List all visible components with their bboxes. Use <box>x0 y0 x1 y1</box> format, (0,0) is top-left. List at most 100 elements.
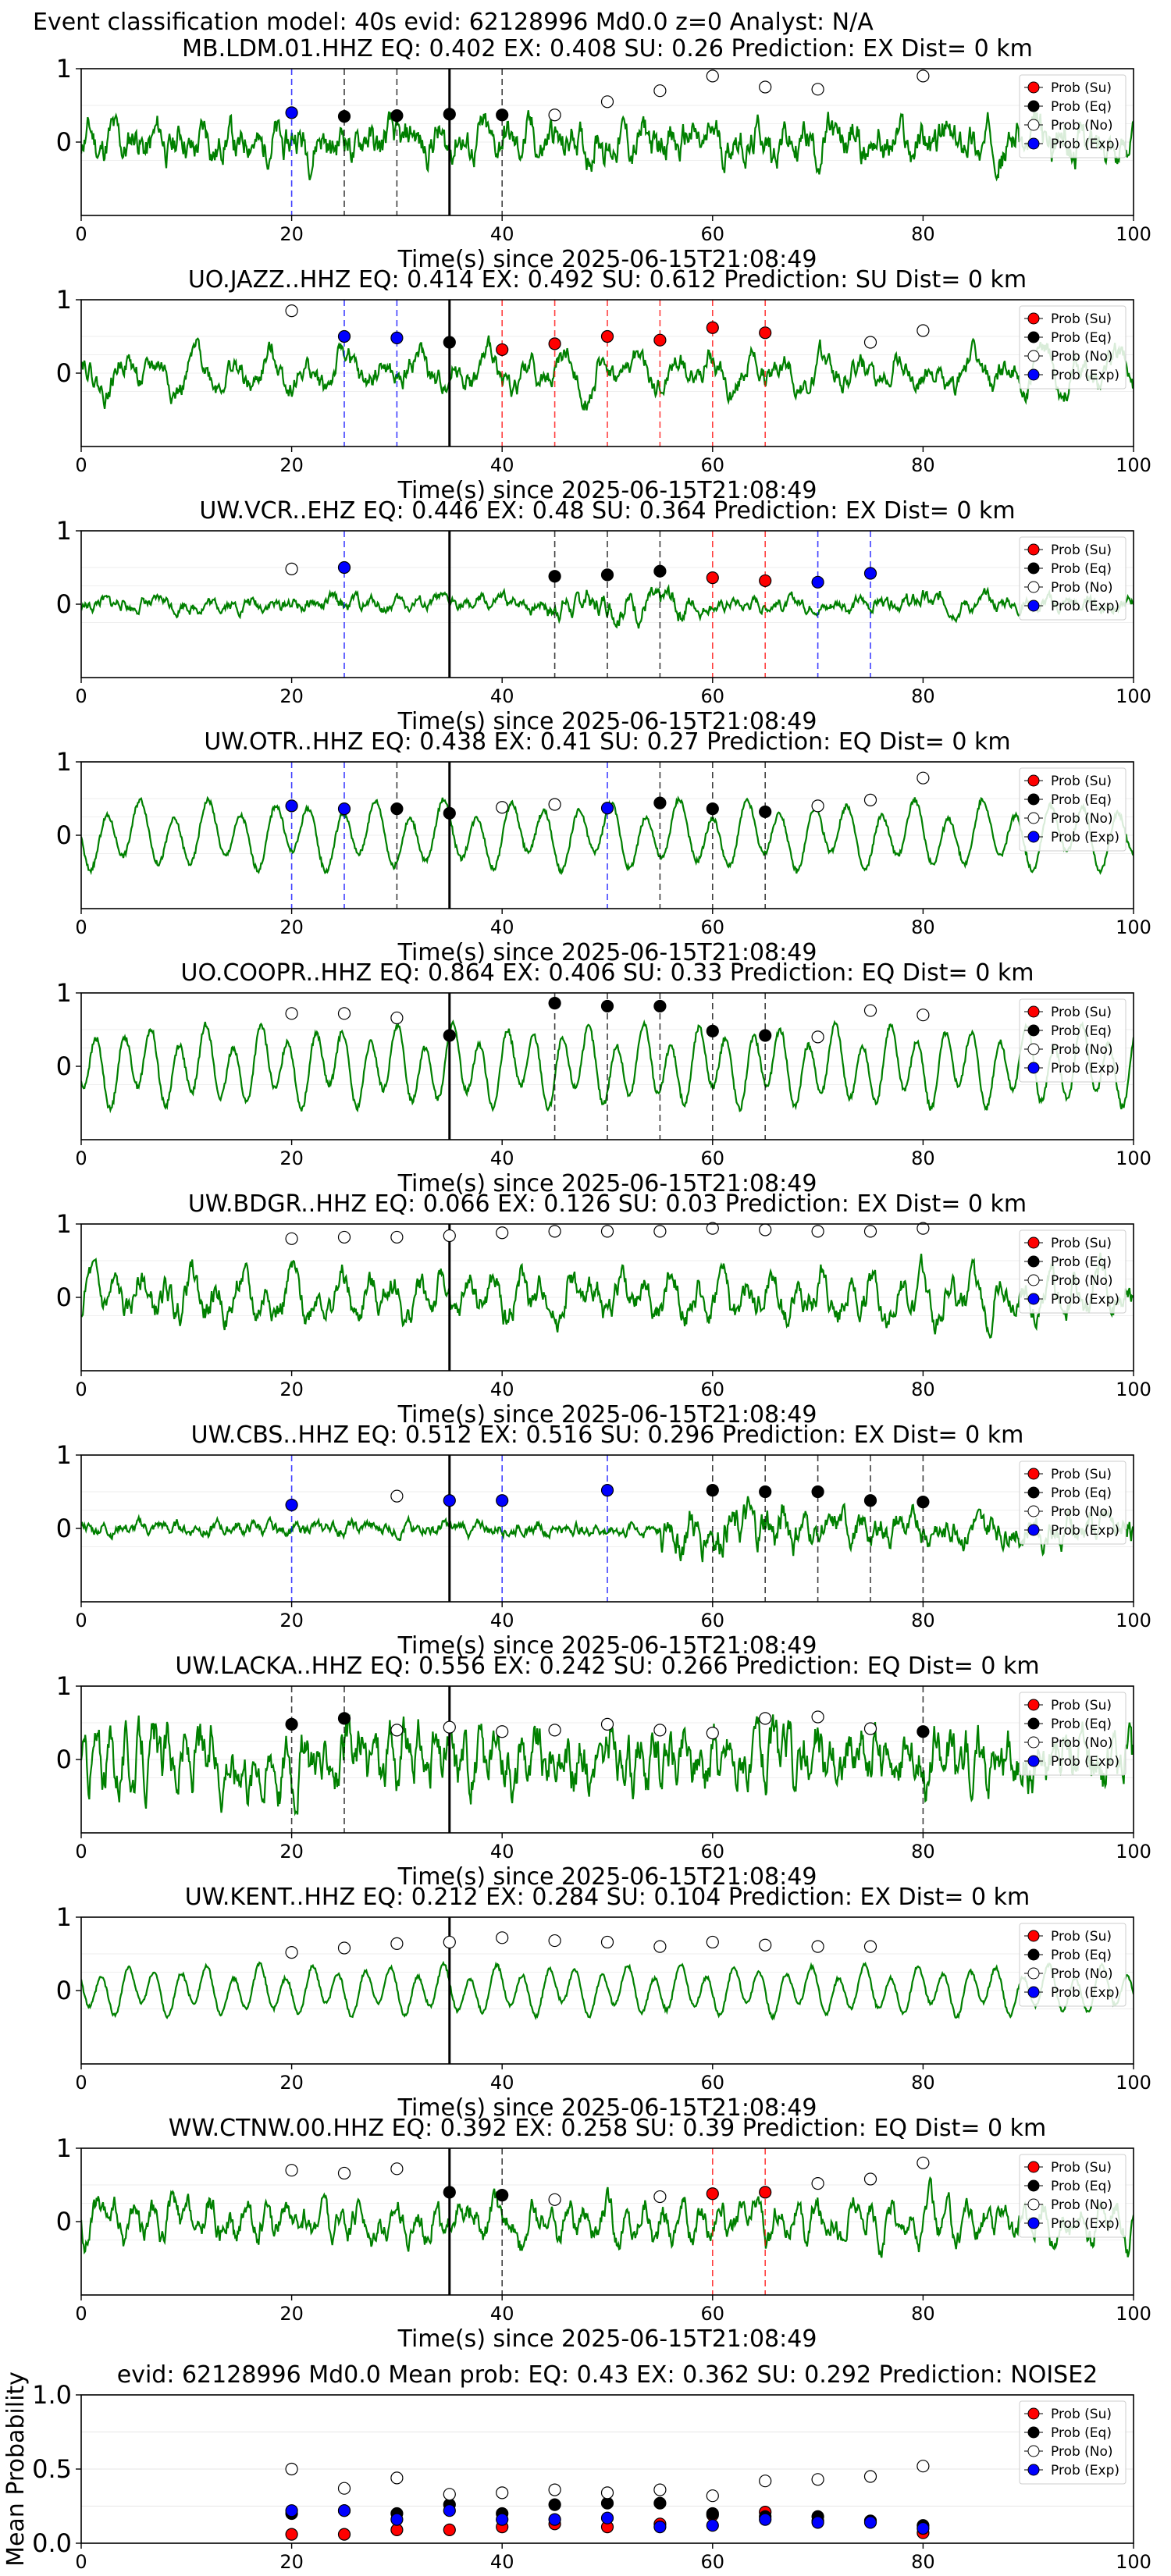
panel-8-prob-marker-9 <box>759 1712 772 1725</box>
panel-7-xtick-label-0: 0 <box>75 1610 87 1631</box>
panel-1-prob-marker-5 <box>548 109 561 122</box>
panel-9-xtick-label-5: 100 <box>1116 2072 1151 2094</box>
panel-3-prob-marker-5 <box>706 571 719 585</box>
mean-panel-no-marker-12 <box>917 2460 930 2473</box>
panel-8-xtick-label-4: 80 <box>911 1841 935 1863</box>
panel-8-xtick-label-0: 0 <box>75 1841 87 1863</box>
panel-8-legend-label-3: Prob (Exp) <box>1051 1754 1119 1770</box>
panel-8-prob-marker-3 <box>443 1720 456 1734</box>
panel-2-legend-box <box>1019 305 1127 390</box>
panel-3-prob-marker-8 <box>863 567 877 580</box>
mean-panel-legend-marker-0 <box>1027 2407 1040 2420</box>
panel-2-prob-marker-5 <box>548 337 561 350</box>
panel-7-prob-marker-5 <box>706 1484 719 1497</box>
panel-9-prob-marker-5 <box>548 1934 561 1948</box>
panel-2-legend-marker-1 <box>1027 331 1040 343</box>
panel-5-xtick-label-5: 100 <box>1116 1147 1151 1169</box>
panel-9-prob-marker-0 <box>285 1946 298 1959</box>
panel-5-prob-marker-7 <box>706 1024 719 1037</box>
panel-9-prob-marker-3 <box>443 1935 456 1949</box>
panel-6-prob-marker-10 <box>811 1225 824 1238</box>
panel-7-legend-label-0: Prob (Su) <box>1051 1467 1112 1482</box>
panel-5-prob-marker-6 <box>653 999 667 1013</box>
panel-3-prob-marker-3 <box>600 568 614 582</box>
panel-1-legend-marker-1 <box>1027 100 1040 112</box>
mean-panel-su-marker-3 <box>443 2523 456 2536</box>
panel-9-legend-marker-2 <box>1027 1967 1040 1980</box>
panel-8-waveform <box>81 1713 1134 1816</box>
panel-10-legend-marker-1 <box>1027 2179 1040 2192</box>
panel-2-waveform <box>81 335 1134 411</box>
panel-10-prob-marker-7 <box>706 2187 719 2201</box>
panel-10-prob-marker-2 <box>390 2162 404 2176</box>
panel-4-prob-marker-11 <box>863 793 877 806</box>
panel-9-prob-marker-8 <box>706 1935 719 1949</box>
panel-1-xtick-label-3: 60 <box>701 223 725 245</box>
panel-8-prob-marker-8 <box>706 1727 719 1740</box>
panel-3-legend-marker-1 <box>1027 562 1040 575</box>
panel-2-legend-marker-2 <box>1027 350 1040 362</box>
panel-7-prob-marker-8 <box>863 1494 877 1507</box>
panel-10-xtick-label-3: 60 <box>701 2303 725 2325</box>
panel-9-ytick-label-0: 1 <box>56 1902 72 1932</box>
mean-panel-no-marker-10 <box>811 2473 824 2486</box>
panel-4-legend-marker-2 <box>1027 812 1040 824</box>
panel-6-prob-marker-8 <box>706 1222 719 1235</box>
panel-1-prob-marker-10 <box>811 83 824 96</box>
panel-10-prob-marker-5 <box>548 2193 561 2206</box>
panel-2-title: UO.JAZZ..HHZ EQ: 0.414 EX: 0.492 SU: 0.6… <box>188 266 1027 294</box>
panel-3-xtick-label-3: 60 <box>701 685 725 707</box>
panel-9-xtick-label-0: 0 <box>75 2072 87 2094</box>
panel-10-xtick-label-0: 0 <box>75 2303 87 2325</box>
panel-4-ytick-label-0: 1 <box>56 747 72 777</box>
mean-panel-legend-label-1: Prob (Eq) <box>1051 2425 1112 2441</box>
mean-panel-eq-marker-5 <box>548 2498 561 2511</box>
panel-4-prob-marker-9 <box>759 805 772 819</box>
panel-7-xtick-label-2: 40 <box>490 1610 514 1631</box>
mean-panel-exp-marker-9 <box>759 2513 772 2526</box>
panel-9-xlabel: Time(s) since 2025-06-15T21:08:49 <box>397 2094 817 2122</box>
panel-5-prob-marker-0 <box>285 1007 298 1020</box>
panel-6-legend-label-2: Prob (No) <box>1051 1273 1113 1289</box>
panel-9-legend-box <box>1019 1923 1127 2007</box>
panel-6-xtick-label-0: 0 <box>75 1379 87 1400</box>
panel-1-prob-marker-7 <box>653 84 667 98</box>
panel-9-xtick-label-2: 40 <box>490 2072 514 2094</box>
mean-panel-exp-marker-1 <box>337 2504 351 2517</box>
mean-panel-no-marker-7 <box>653 2483 667 2496</box>
panel-8-legend-label-1: Prob (Eq) <box>1051 1717 1112 1732</box>
panel-10-prob-marker-6 <box>653 2190 667 2204</box>
mean-panel: evid: 62128996 Md0.0 Mean prob: EQ: 0.43… <box>2 2361 1151 2573</box>
panel-4-xtick-label-1: 20 <box>279 916 304 938</box>
panel-3-xtick-label-0: 0 <box>75 685 87 707</box>
panel-7-legend-label-3: Prob (Exp) <box>1051 1523 1119 1539</box>
panel-9-prob-marker-7 <box>653 1940 667 1953</box>
panel-8-prob-marker-10 <box>811 1710 824 1724</box>
panel-8-legend-label-2: Prob (No) <box>1051 1735 1113 1751</box>
panel-9-legend-label-2: Prob (No) <box>1051 1966 1113 1982</box>
panel-7-title: UW.CBS..HHZ EQ: 0.512 EX: 0.516 SU: 0.29… <box>191 1421 1024 1449</box>
panel-8-legend: Prob (Su) Prob (Eq) Prob (No) Prob (Exp) <box>1019 1692 1127 1776</box>
panel-7-legend-marker-2 <box>1027 1505 1040 1517</box>
panel-6-waveform <box>81 1252 1134 1340</box>
panel-10-xtick-label-5: 100 <box>1116 2303 1151 2325</box>
panel-4-xtick-label-4: 80 <box>911 916 935 938</box>
panel-4-xtick-label-5: 100 <box>1116 916 1151 938</box>
panel-5-legend-marker-1 <box>1027 1024 1040 1037</box>
panel-10-ytick-label-1: 0 <box>56 2207 72 2236</box>
mean-panel-no-marker-8 <box>706 2489 719 2503</box>
panel-4-xtick-label-2: 40 <box>490 916 514 938</box>
mean-panel-su-marker-1 <box>337 2528 351 2541</box>
panel-1-xtick-label-2: 40 <box>490 223 514 245</box>
panel-4-xtick-label-3: 60 <box>701 916 725 938</box>
panel-4-prob-marker-3 <box>443 806 456 820</box>
panel-8: UW.LACKA..HHZ EQ: 0.556 EX: 0.242 SU: 0.… <box>56 1653 1151 1891</box>
panel-6-xtick-label-1: 20 <box>279 1379 304 1400</box>
mean-panel-ytick-label-1: 0.5 <box>32 2454 72 2484</box>
panel-2-prob-marker-1 <box>337 329 351 343</box>
panel-10-legend-marker-2 <box>1027 2198 1040 2211</box>
panel-9-ytick-label-1: 0 <box>56 1976 72 2005</box>
panel-6-prob-marker-1 <box>337 1230 351 1244</box>
panel-5-legend: Prob (Su) Prob (Eq) Prob (No) Prob (Exp) <box>1019 998 1127 1083</box>
